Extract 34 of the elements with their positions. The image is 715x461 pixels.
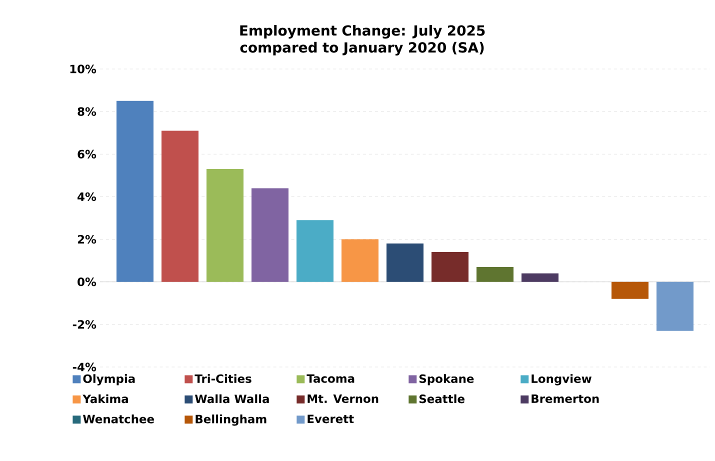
bar [162,130,199,282]
y-tick-label: 8% [78,107,96,116]
y-tick-label: 4% [78,192,96,202]
legend-label: Tri-Cities [194,374,252,384]
bar [612,282,649,299]
legend-label: Spokane [419,374,474,386]
bar [432,252,469,282]
legend-label: Olympia [83,374,135,386]
legend-label: Mt. Vernon [308,394,378,404]
y-tick-label: -2% [72,320,96,329]
y-tick-label: 0% [78,278,96,286]
legend-label: Wenatchee [83,414,154,424]
legend-label: Walla Walla [195,394,269,404]
y-tick-label: 2% [78,234,96,244]
bar [296,220,334,282]
legend-label: Yakima [82,394,128,404]
bar [656,282,694,331]
bar [116,100,154,282]
chart-title: Employment Change: July 2025 compared to January 2020 (SA) [240,24,485,56]
legend-label: Everett [308,414,354,424]
y-tick-label: -4% [72,362,96,372]
y-tick-label: 10% [70,64,96,74]
legend-label: Tacoma [306,374,354,383]
legend-label: Longview [532,374,592,386]
y-tick-label: 6% [78,150,96,158]
bar [342,239,379,282]
bar [206,169,244,282]
legend-label: Bremerton [532,394,599,404]
legend-label: Seattle [419,394,464,404]
bar [522,273,559,282]
bar [252,188,289,282]
bar [386,244,424,282]
bar [476,266,514,282]
legend-label: Bellingham [196,414,266,426]
